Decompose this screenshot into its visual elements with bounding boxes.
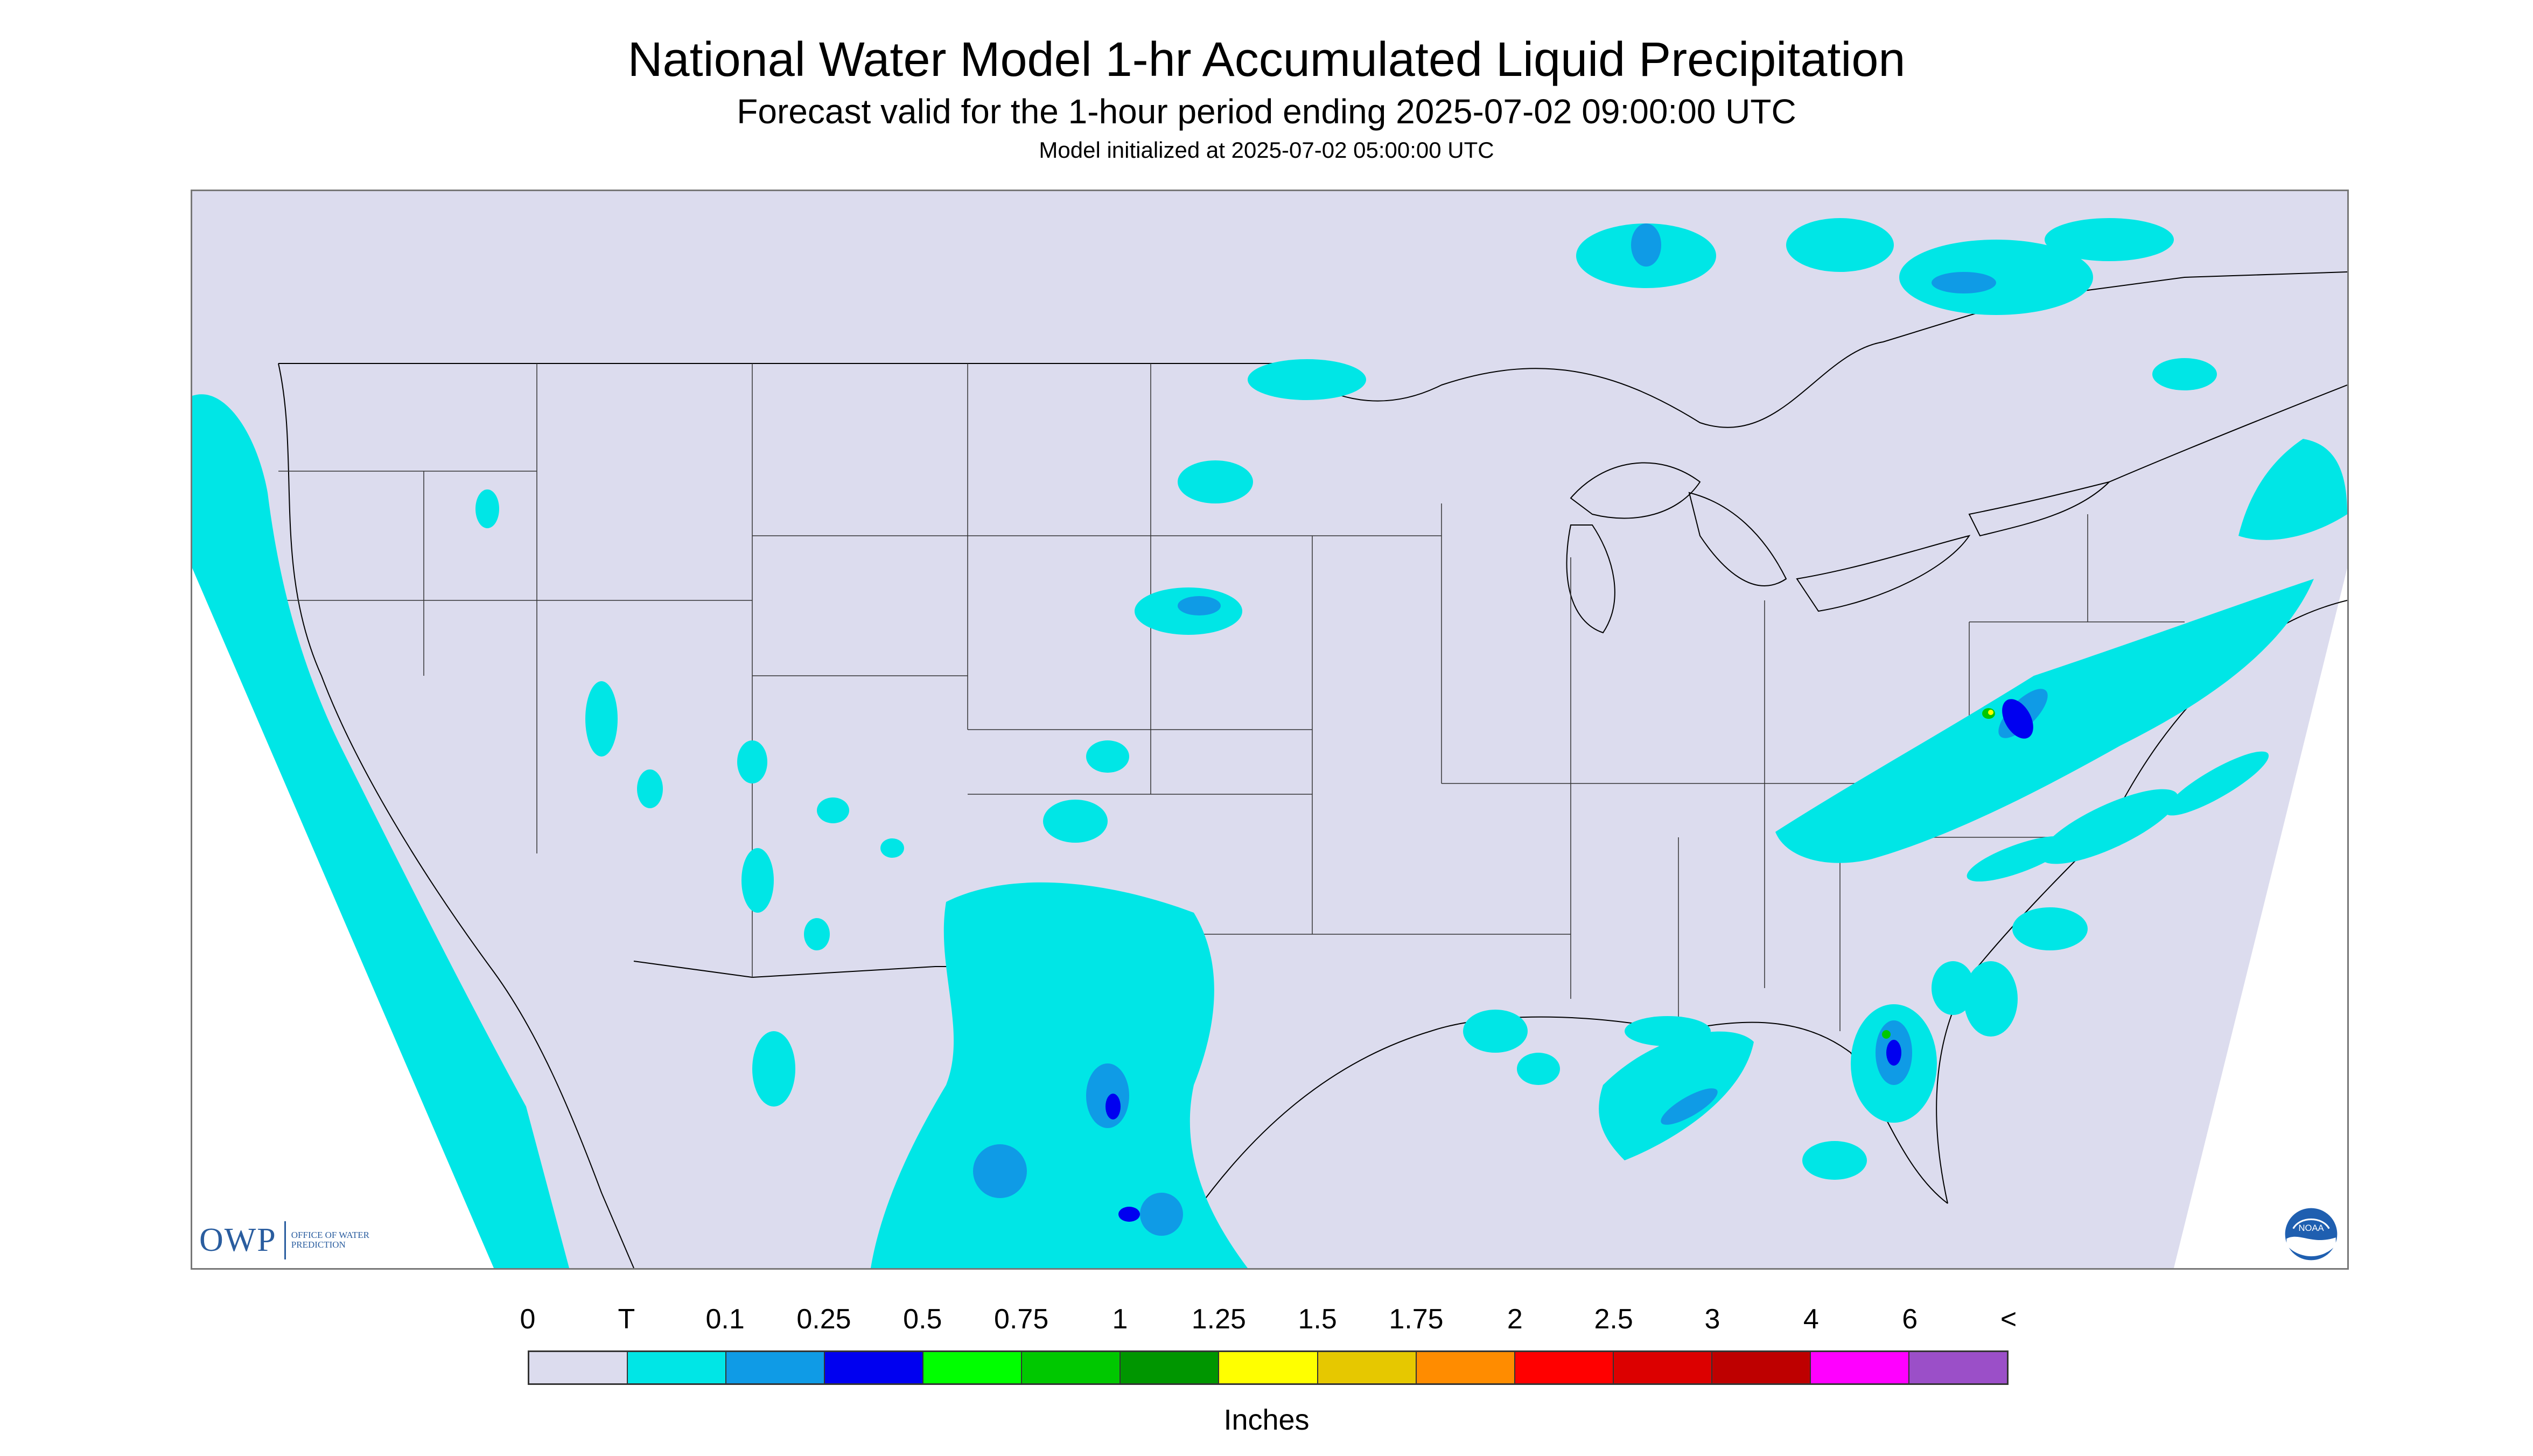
legend-label: 4	[1803, 1304, 1819, 1335]
legend-label: <	[2000, 1304, 2017, 1335]
precip-map	[192, 191, 2347, 1268]
noaa-logo-text: NOAA	[2298, 1223, 2324, 1233]
precip-very-heavy	[1988, 710, 1993, 715]
legend-swatch	[1515, 1352, 1614, 1383]
map-subtitle: Forecast valid for the 1-hour period end…	[737, 92, 1796, 131]
legend-swatch	[1219, 1352, 1318, 1383]
noaa-logo: NOAA	[2283, 1206, 2339, 1262]
state-lines	[273, 363, 2185, 1031]
legend-swatch	[1022, 1352, 1121, 1383]
legend-label: 0.1	[705, 1304, 745, 1335]
legend-label: 0.25	[796, 1304, 851, 1335]
legend-swatch	[923, 1352, 1023, 1383]
legend-units: Inches	[1223, 1404, 1310, 1436]
precip-moderate	[1105, 699, 2033, 1222]
legend-labels: 0 T 0.1 0.25 0.5 0.75 1 1.25 1.5 1.75 2 2.5 3 4 6 <	[0, 1303, 2533, 1341]
legend-label: 2.5	[1594, 1304, 1633, 1335]
map-panel	[191, 190, 2349, 1270]
legend-label: 6	[1902, 1304, 1918, 1335]
owp-logo: OWP Office of Water Prediction	[199, 1221, 372, 1259]
map-title: National Water Model 1-hr Accumulated Li…	[627, 33, 1906, 87]
legend-swatch	[1712, 1352, 1811, 1383]
owp-logo-letters: OWP	[199, 1221, 286, 1259]
legend-swatch	[628, 1352, 727, 1383]
legend-swatch	[1121, 1352, 1220, 1383]
legend-swatch	[1318, 1352, 1417, 1383]
legend-swatch	[1613, 1352, 1712, 1383]
owp-logo-text: Office of Water Prediction	[291, 1230, 369, 1250]
legend-label: 1	[1112, 1304, 1128, 1335]
legend-swatch	[1416, 1352, 1515, 1383]
legend-label: 0.5	[903, 1304, 942, 1335]
legend-label: 1.25	[1191, 1304, 1246, 1335]
legend-swatch	[1909, 1352, 2007, 1383]
model-init-text: Model initialized at 2025-07-02 05:00:00…	[1039, 137, 1494, 163]
legend-label: T	[618, 1304, 635, 1335]
legend-swatch	[726, 1352, 825, 1383]
legend-swatch	[825, 1352, 924, 1383]
legend-label: 0	[520, 1304, 536, 1335]
legend-colorbar	[528, 1350, 2009, 1385]
legend-swatch	[1810, 1352, 1909, 1383]
legend-label: 0.75	[994, 1304, 1049, 1335]
legend-swatch	[529, 1352, 628, 1383]
legend-label: 2	[1507, 1304, 1523, 1335]
precip-trace	[192, 218, 2347, 1268]
legend-label: 1.5	[1298, 1304, 1337, 1335]
legend-label: 3	[1704, 1304, 1720, 1335]
legend-label: 1.75	[1389, 1304, 1444, 1335]
